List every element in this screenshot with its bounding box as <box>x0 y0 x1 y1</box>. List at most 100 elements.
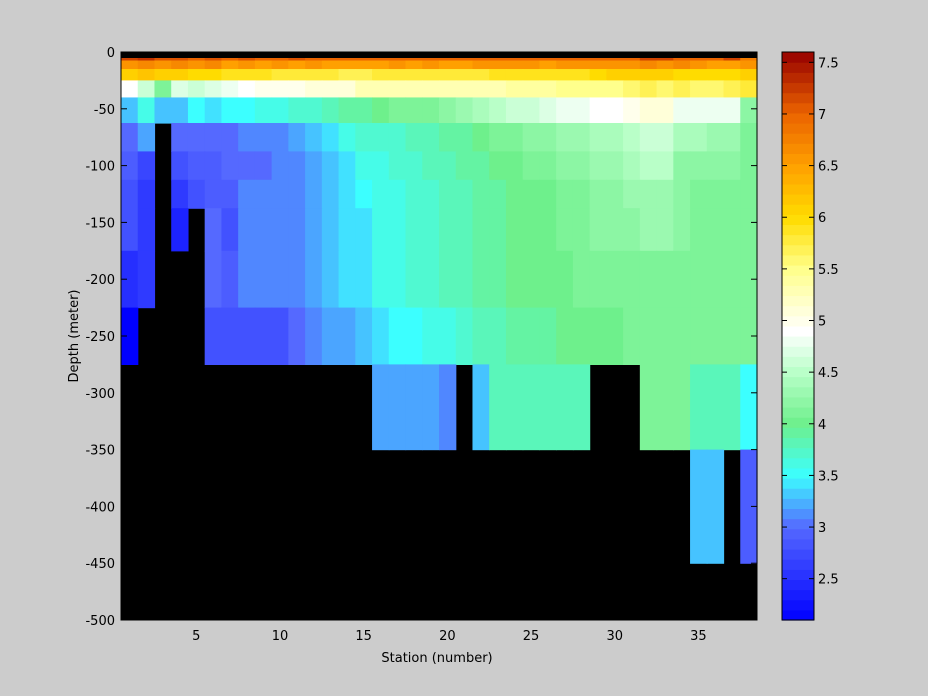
heatmap-cell <box>539 69 557 81</box>
heatmap-cell <box>137 97 156 124</box>
plot-area <box>120 51 758 621</box>
heatmap-cell <box>472 208 490 252</box>
heatmap-cell <box>740 208 758 252</box>
heatmap-cell <box>539 123 557 152</box>
y-tick-label: -450 <box>85 557 115 572</box>
heatmap-cell <box>321 151 340 181</box>
heatmap-cell <box>606 179 624 209</box>
heatmap-cell <box>121 80 139 99</box>
heatmap-cell <box>656 60 674 70</box>
heatmap-cell <box>221 69 239 81</box>
colorbar-segment <box>782 447 814 459</box>
heatmap-cell <box>690 80 708 99</box>
heatmap-cell <box>455 151 474 181</box>
heatmap-cell <box>723 69 741 81</box>
heatmap-cell <box>606 69 624 81</box>
heatmap-cell <box>489 250 507 309</box>
heatmap-cell <box>372 80 390 99</box>
colorbar-segment <box>782 569 814 581</box>
heatmap-cell <box>422 179 440 209</box>
heatmap-cell <box>238 123 256 152</box>
heatmap-cell <box>121 123 139 152</box>
heatmap-cell <box>338 123 356 152</box>
heatmap-cell <box>221 151 239 181</box>
heatmap-cell <box>455 250 474 309</box>
y-axis-label: Depth (meter) <box>67 290 82 383</box>
heatmap-cell <box>572 80 591 99</box>
heatmap-cell <box>405 307 423 365</box>
heatmap-cell <box>489 364 507 451</box>
heatmap-cell <box>238 151 256 181</box>
heatmap-cell <box>589 250 607 309</box>
heatmap-cell <box>121 69 139 81</box>
heatmap-cell <box>254 208 273 252</box>
heatmap-cell <box>606 151 624 181</box>
heatmap-cell <box>338 69 356 81</box>
heatmap-cell <box>489 179 507 209</box>
heatmap-cell <box>271 80 289 99</box>
heatmap-cell <box>489 151 507 181</box>
heatmap-cell <box>522 123 541 152</box>
x-tick-label: 15 <box>355 629 372 644</box>
colorbar-segment <box>782 417 814 428</box>
heatmap-cell <box>355 151 373 181</box>
heatmap-cell <box>121 97 139 124</box>
heatmap-cell <box>422 364 440 451</box>
heatmap-cell <box>171 60 189 70</box>
heatmap-cell <box>740 151 758 181</box>
heatmap-cell <box>505 80 524 99</box>
heatmap-cell <box>489 208 507 252</box>
heatmap-cell <box>572 179 591 209</box>
heatmap-cell <box>204 179 223 209</box>
heatmap-cell <box>439 307 457 365</box>
heatmap-cell <box>522 69 541 81</box>
colorbar-segment <box>782 437 814 449</box>
heatmap-cell <box>405 80 423 99</box>
heatmap-cell <box>372 364 390 451</box>
heatmap-cell <box>623 97 641 124</box>
heatmap-cell <box>522 97 541 124</box>
heatmap-cell <box>556 123 574 152</box>
heatmap-cell <box>422 123 440 152</box>
heatmap-cell <box>254 179 273 209</box>
heatmap-cell <box>321 250 340 309</box>
heatmap-cell <box>472 364 490 451</box>
heatmap-cell <box>472 307 490 365</box>
colorbar-segment <box>782 457 814 469</box>
heatmap-cell <box>187 60 206 70</box>
heatmap-cell <box>740 250 758 309</box>
heatmap-cell <box>355 179 373 209</box>
colorbar-segment <box>782 549 814 560</box>
heatmap-cell <box>221 250 239 309</box>
heatmap-cell <box>238 179 256 209</box>
heatmap-cell <box>439 123 457 152</box>
heatmap-cell <box>589 307 607 365</box>
heatmap-cell <box>673 208 691 252</box>
heatmap-cell <box>154 97 172 124</box>
heatmap-cell <box>723 97 741 124</box>
heatmap-cell <box>572 60 591 70</box>
heatmap-cell <box>305 60 323 70</box>
heatmap-cell <box>589 60 607 70</box>
heatmap-cell <box>455 80 474 99</box>
heatmap-cell <box>522 151 541 181</box>
heatmap-cell <box>204 250 223 309</box>
heatmap-cell <box>288 151 306 181</box>
heatmap-cell <box>221 60 239 70</box>
colorbar-segment <box>782 133 814 144</box>
heatmap-cell <box>121 60 139 70</box>
heatmap-cell <box>673 179 691 209</box>
colorbar-segment <box>782 244 814 256</box>
colorbar-segment <box>782 407 814 418</box>
heatmap-cell <box>505 250 524 309</box>
heatmap-cell <box>673 97 691 124</box>
heatmap-cell <box>706 250 725 309</box>
heatmap-cell <box>690 179 708 209</box>
heatmap-cell <box>505 179 524 209</box>
heatmap-cell <box>690 307 708 365</box>
colorbar-segment <box>782 305 814 317</box>
heatmap-cell <box>238 97 256 124</box>
heatmap-cell <box>673 80 691 99</box>
heatmap-cell <box>204 307 223 365</box>
heatmap-cell <box>623 69 641 81</box>
